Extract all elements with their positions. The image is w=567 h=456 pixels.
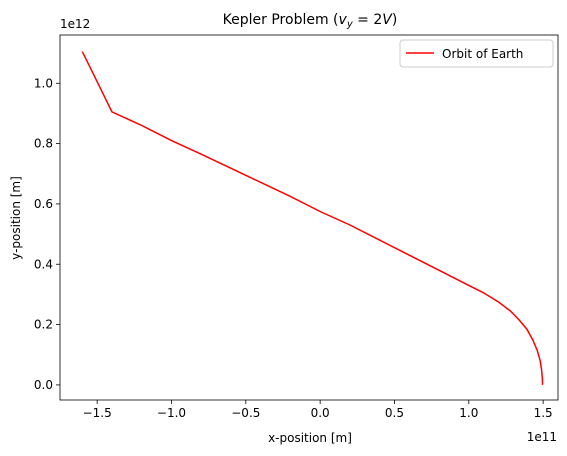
legend-box <box>399 39 554 68</box>
x-tick-label: 0.0 <box>311 406 330 420</box>
x-tick-label: 0.5 <box>385 406 404 420</box>
y-tick-label: 0.8 <box>34 137 53 151</box>
plot-frame <box>59 34 559 401</box>
y-axis-offset-label: 1e12 <box>60 17 90 31</box>
y-axis-label: y-position [m] <box>9 176 23 260</box>
y-tick-label: 1.0 <box>34 76 53 90</box>
y-axis-ticks: 0.0 0.2 0.4 0.6 0.8 1.0 <box>34 76 60 392</box>
x-axis-offset-label: 1e11 <box>527 430 557 444</box>
y-tick-label: 0.6 <box>34 197 53 211</box>
x-tick-label: 1.5 <box>534 406 553 420</box>
legend-label-orbit-of-earth: Orbit of Earth <box>442 47 523 61</box>
x-tick-label: −0.5 <box>231 406 260 420</box>
y-tick-label: 0.0 <box>34 378 53 392</box>
legend: Orbit of Earth <box>399 39 554 68</box>
x-tick-label: −1.5 <box>83 406 112 420</box>
x-axis-label: x-position [m] <box>268 431 352 445</box>
y-tick-label: 0.4 <box>34 257 53 271</box>
chart-title: Kepler Problem (vy = 2V) <box>223 12 398 30</box>
x-axis-ticks: −1.5 −1.0 −0.5 0.0 0.5 1.0 1.5 <box>83 400 553 420</box>
x-tick-label: 1.0 <box>459 406 478 420</box>
y-tick-label: 0.2 <box>34 318 53 332</box>
series-line-orbit-of-earth <box>81 51 544 385</box>
x-tick-label: −1.0 <box>157 406 186 420</box>
